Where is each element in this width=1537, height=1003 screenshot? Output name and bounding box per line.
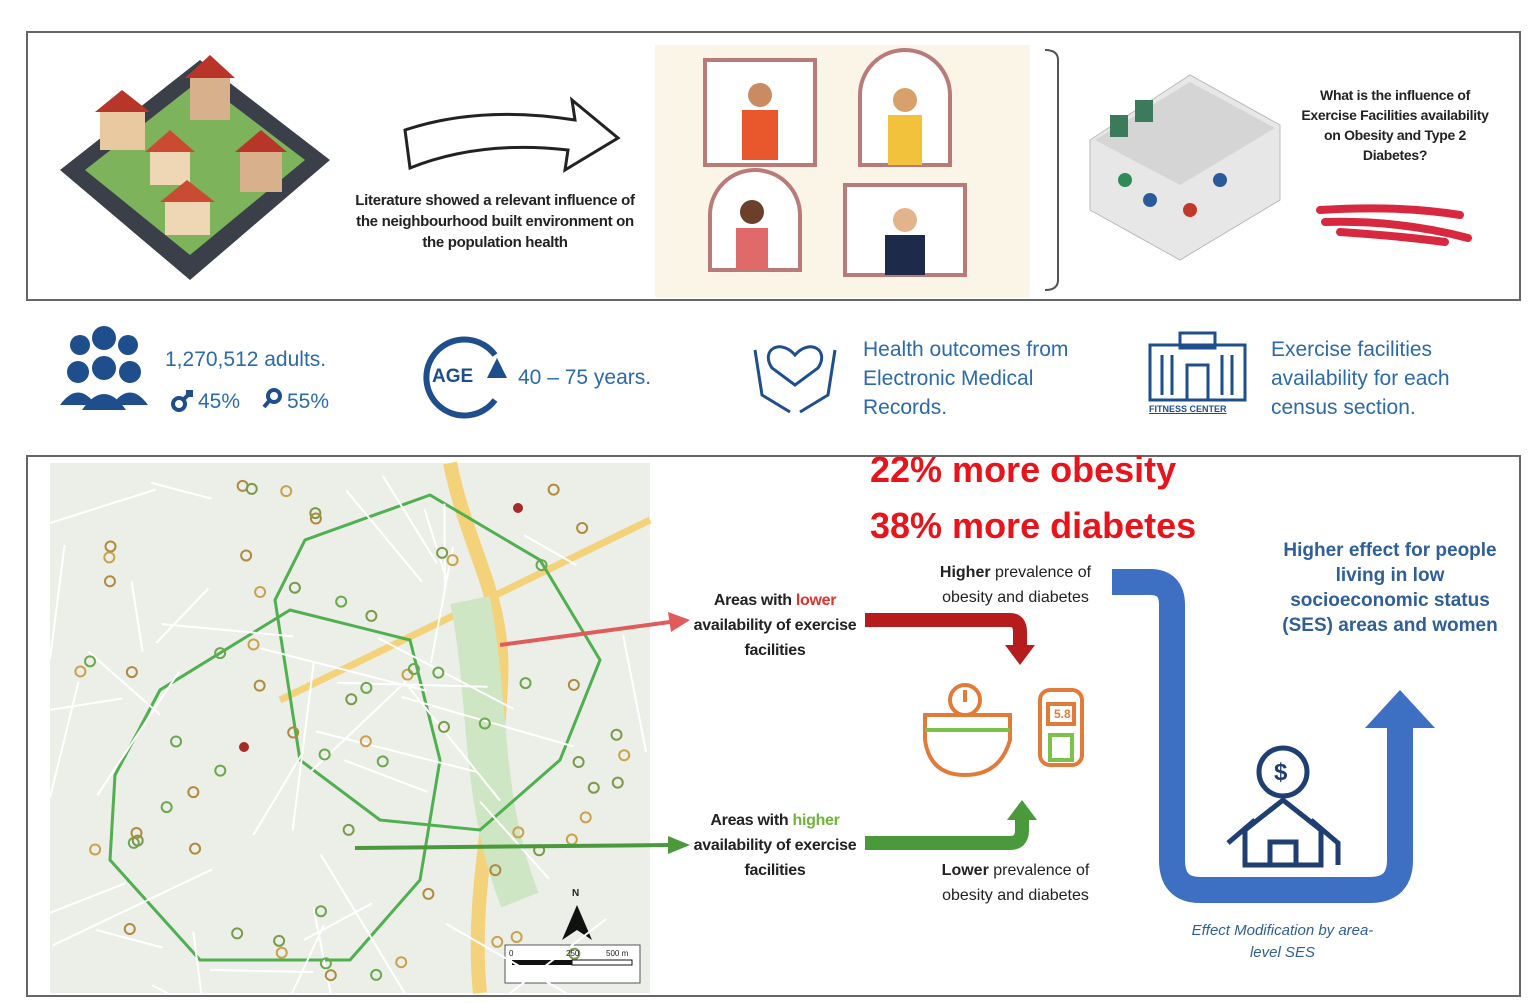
female-share: 55% — [287, 387, 329, 416]
facility-marker — [239, 742, 249, 752]
facilities: Exercise facilities availability for eac… — [1271, 335, 1501, 422]
fitness-label: FITNESS CENTER — [1149, 404, 1227, 414]
arrowhead — [1007, 800, 1037, 820]
scale-label: 250 — [566, 949, 579, 958]
arrowhead — [1005, 645, 1035, 665]
literature-text: Literature showed a relevant influence o… — [345, 190, 645, 253]
lower-areas: Areas with lower availability of exercis… — [690, 588, 860, 663]
glucometer-icon — [1040, 690, 1082, 765]
arrow — [405, 100, 618, 170]
gym-illustration — [1090, 75, 1280, 260]
glucometer-reading: 5.8 — [1054, 707, 1071, 721]
windows-illustration — [655, 45, 1030, 297]
fitness-building-icon — [1150, 333, 1245, 400]
outcomes: Health outcomes from Electronic Medical … — [863, 335, 1073, 422]
hands-heart-icon — [755, 347, 835, 412]
map — [50, 463, 650, 993]
scale-label: 500 m — [606, 949, 628, 958]
population: 1,270,512 adults. — [165, 345, 326, 374]
emphasis: Higher — [940, 564, 991, 581]
higher-areas: Areas with higher availability of exerci… — [690, 808, 860, 883]
emphasis: Lower — [942, 862, 989, 879]
arrowhead — [1365, 690, 1435, 728]
text: Areas with — [710, 812, 788, 829]
male-share: 45% — [198, 387, 240, 416]
scribble — [1320, 208, 1468, 242]
arrow-up-effect — [865, 620, 1020, 648]
age-range: 40 – 75 years. — [518, 363, 651, 392]
modification-text: Effect Modification by area-level SES — [1190, 920, 1375, 964]
city-illustration — [60, 55, 330, 280]
text: Areas with — [714, 592, 792, 609]
arrowhead — [668, 836, 690, 854]
age-badge: AGE — [432, 366, 473, 388]
scale-label: 0 — [509, 949, 513, 958]
diabetes-increase: 38% more diabetes — [870, 504, 1196, 548]
facility-marker — [513, 503, 523, 513]
scale-icon — [925, 685, 1010, 775]
lower-prevalence: Lower prevalence of obesity and diabetes — [918, 858, 1113, 908]
highlight: lower — [796, 592, 836, 609]
highlight: higher — [792, 812, 839, 829]
infographic: Literature showed a relevant influence o… — [0, 0, 1537, 1003]
text: availability of exercise facilities — [694, 617, 857, 659]
higher-prevalence: Higher prevalence of obesity and diabete… — [918, 560, 1113, 610]
arrowhead — [668, 612, 690, 632]
research-question: What is the influence of Exercise Facili… — [1300, 85, 1490, 165]
compass-label: N — [572, 888, 579, 899]
arrow-down-effect — [865, 818, 1022, 843]
people-icon — [60, 326, 148, 410]
obesity-increase: 22% more obesity — [870, 448, 1176, 492]
bracket — [1045, 50, 1058, 290]
effect-text: Higher effect for people living in low s… — [1275, 538, 1505, 638]
coin-symbol: $ — [1274, 759, 1287, 787]
text: availability of exercise facilities — [694, 837, 857, 879]
